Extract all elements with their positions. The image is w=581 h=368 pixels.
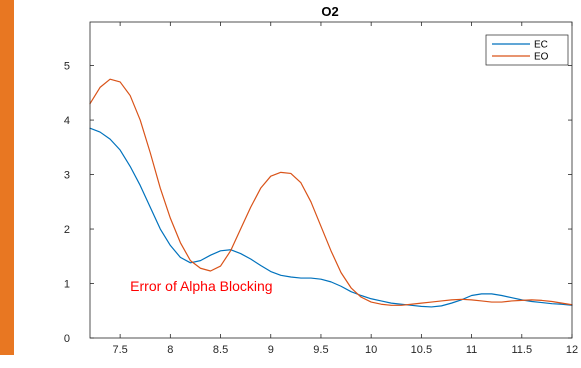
chart-title: O2 bbox=[321, 4, 338, 19]
plot-area bbox=[90, 22, 572, 338]
plot-background bbox=[90, 22, 572, 338]
series-line-ec bbox=[89, 127, 573, 308]
axes-box bbox=[89, 21, 573, 339]
y-tick-label: 4 bbox=[64, 115, 70, 127]
y-tick-label: 1 bbox=[64, 279, 70, 291]
x-tick-label: 7.5 bbox=[112, 344, 127, 356]
x-tick-label: 9.5 bbox=[313, 344, 328, 356]
series-layer bbox=[89, 78, 573, 308]
x-tick-label: 8 bbox=[167, 344, 173, 356]
x-tick-label: 10.5 bbox=[411, 344, 432, 356]
y-tick-label: 5 bbox=[64, 61, 70, 73]
x-tick-label: 12 bbox=[566, 344, 578, 356]
y-tick-label: 3 bbox=[64, 170, 70, 182]
y-tick-label: 0 bbox=[64, 333, 70, 345]
x-tick-label: 10 bbox=[365, 344, 377, 356]
x-tick-label: 11 bbox=[466, 344, 477, 356]
x-tick-label: 8.5 bbox=[213, 344, 228, 356]
legend-label-eo: EO bbox=[534, 52, 549, 63]
series-line-eo bbox=[89, 78, 573, 306]
x-tick-label: 11.5 bbox=[511, 344, 532, 356]
chart-annotation: Error of Alpha Blocking bbox=[130, 278, 272, 294]
x-tick-label: 9 bbox=[268, 344, 274, 356]
accent-bar bbox=[0, 0, 14, 355]
legend-label-ec: EC bbox=[534, 40, 548, 51]
y-tick-label: 2 bbox=[64, 224, 70, 236]
legend-box bbox=[485, 34, 569, 66]
